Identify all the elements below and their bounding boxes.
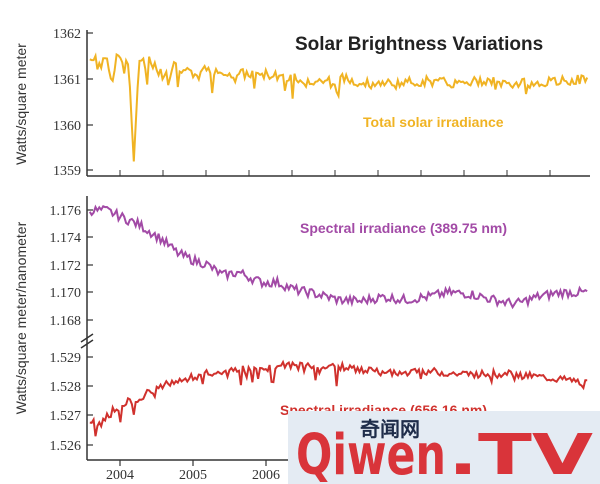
watermark-chinese: 奇闻网 [360, 417, 420, 441]
y-tick-label: 1.176 [50, 204, 82, 219]
x-tick-label: 2005 [179, 468, 207, 483]
chart-title: Solar Brightness Variations [295, 34, 543, 55]
y-tick-label: 1361 [53, 73, 81, 88]
watermark-suffix: .TV [448, 423, 594, 484]
series-line [89, 359, 588, 437]
y-tick-label: 1.168 [50, 314, 82, 329]
y-tick-label: 1.172 [50, 259, 82, 274]
axis-break-mark [80, 333, 94, 349]
top-y-axis-label: Watts/square meter [13, 43, 29, 165]
y-tick-label: 1362 [53, 27, 81, 42]
y-tick-label: 1359 [53, 164, 81, 179]
series-line [89, 52, 589, 162]
watermark-background [288, 411, 600, 484]
y-tick-label: 1.174 [50, 231, 82, 246]
watermark: Qiwen .TV 奇闻网 [288, 411, 600, 484]
series-label-total: Total solar irradiance [363, 114, 504, 130]
y-tick-label: 1.528 [50, 380, 82, 395]
lower-y-axis-label: Watts/square meter/nanometer [13, 221, 29, 414]
y-tick-label: 1.526 [50, 439, 82, 454]
y-tick-label: 1.527 [50, 409, 82, 424]
watermark-brand: Qiwen [296, 423, 446, 484]
x-tick-label: 2006 [252, 468, 280, 483]
y-tick-label: 1360 [53, 119, 81, 134]
x-tick-label: 2004 [106, 468, 134, 483]
series-line [88, 204, 588, 310]
series-label-389: Spectral irradiance (389.75 nm) [300, 220, 507, 236]
y-tick-label: 1.170 [50, 286, 82, 301]
y-tick-label: 1.529 [50, 351, 82, 366]
